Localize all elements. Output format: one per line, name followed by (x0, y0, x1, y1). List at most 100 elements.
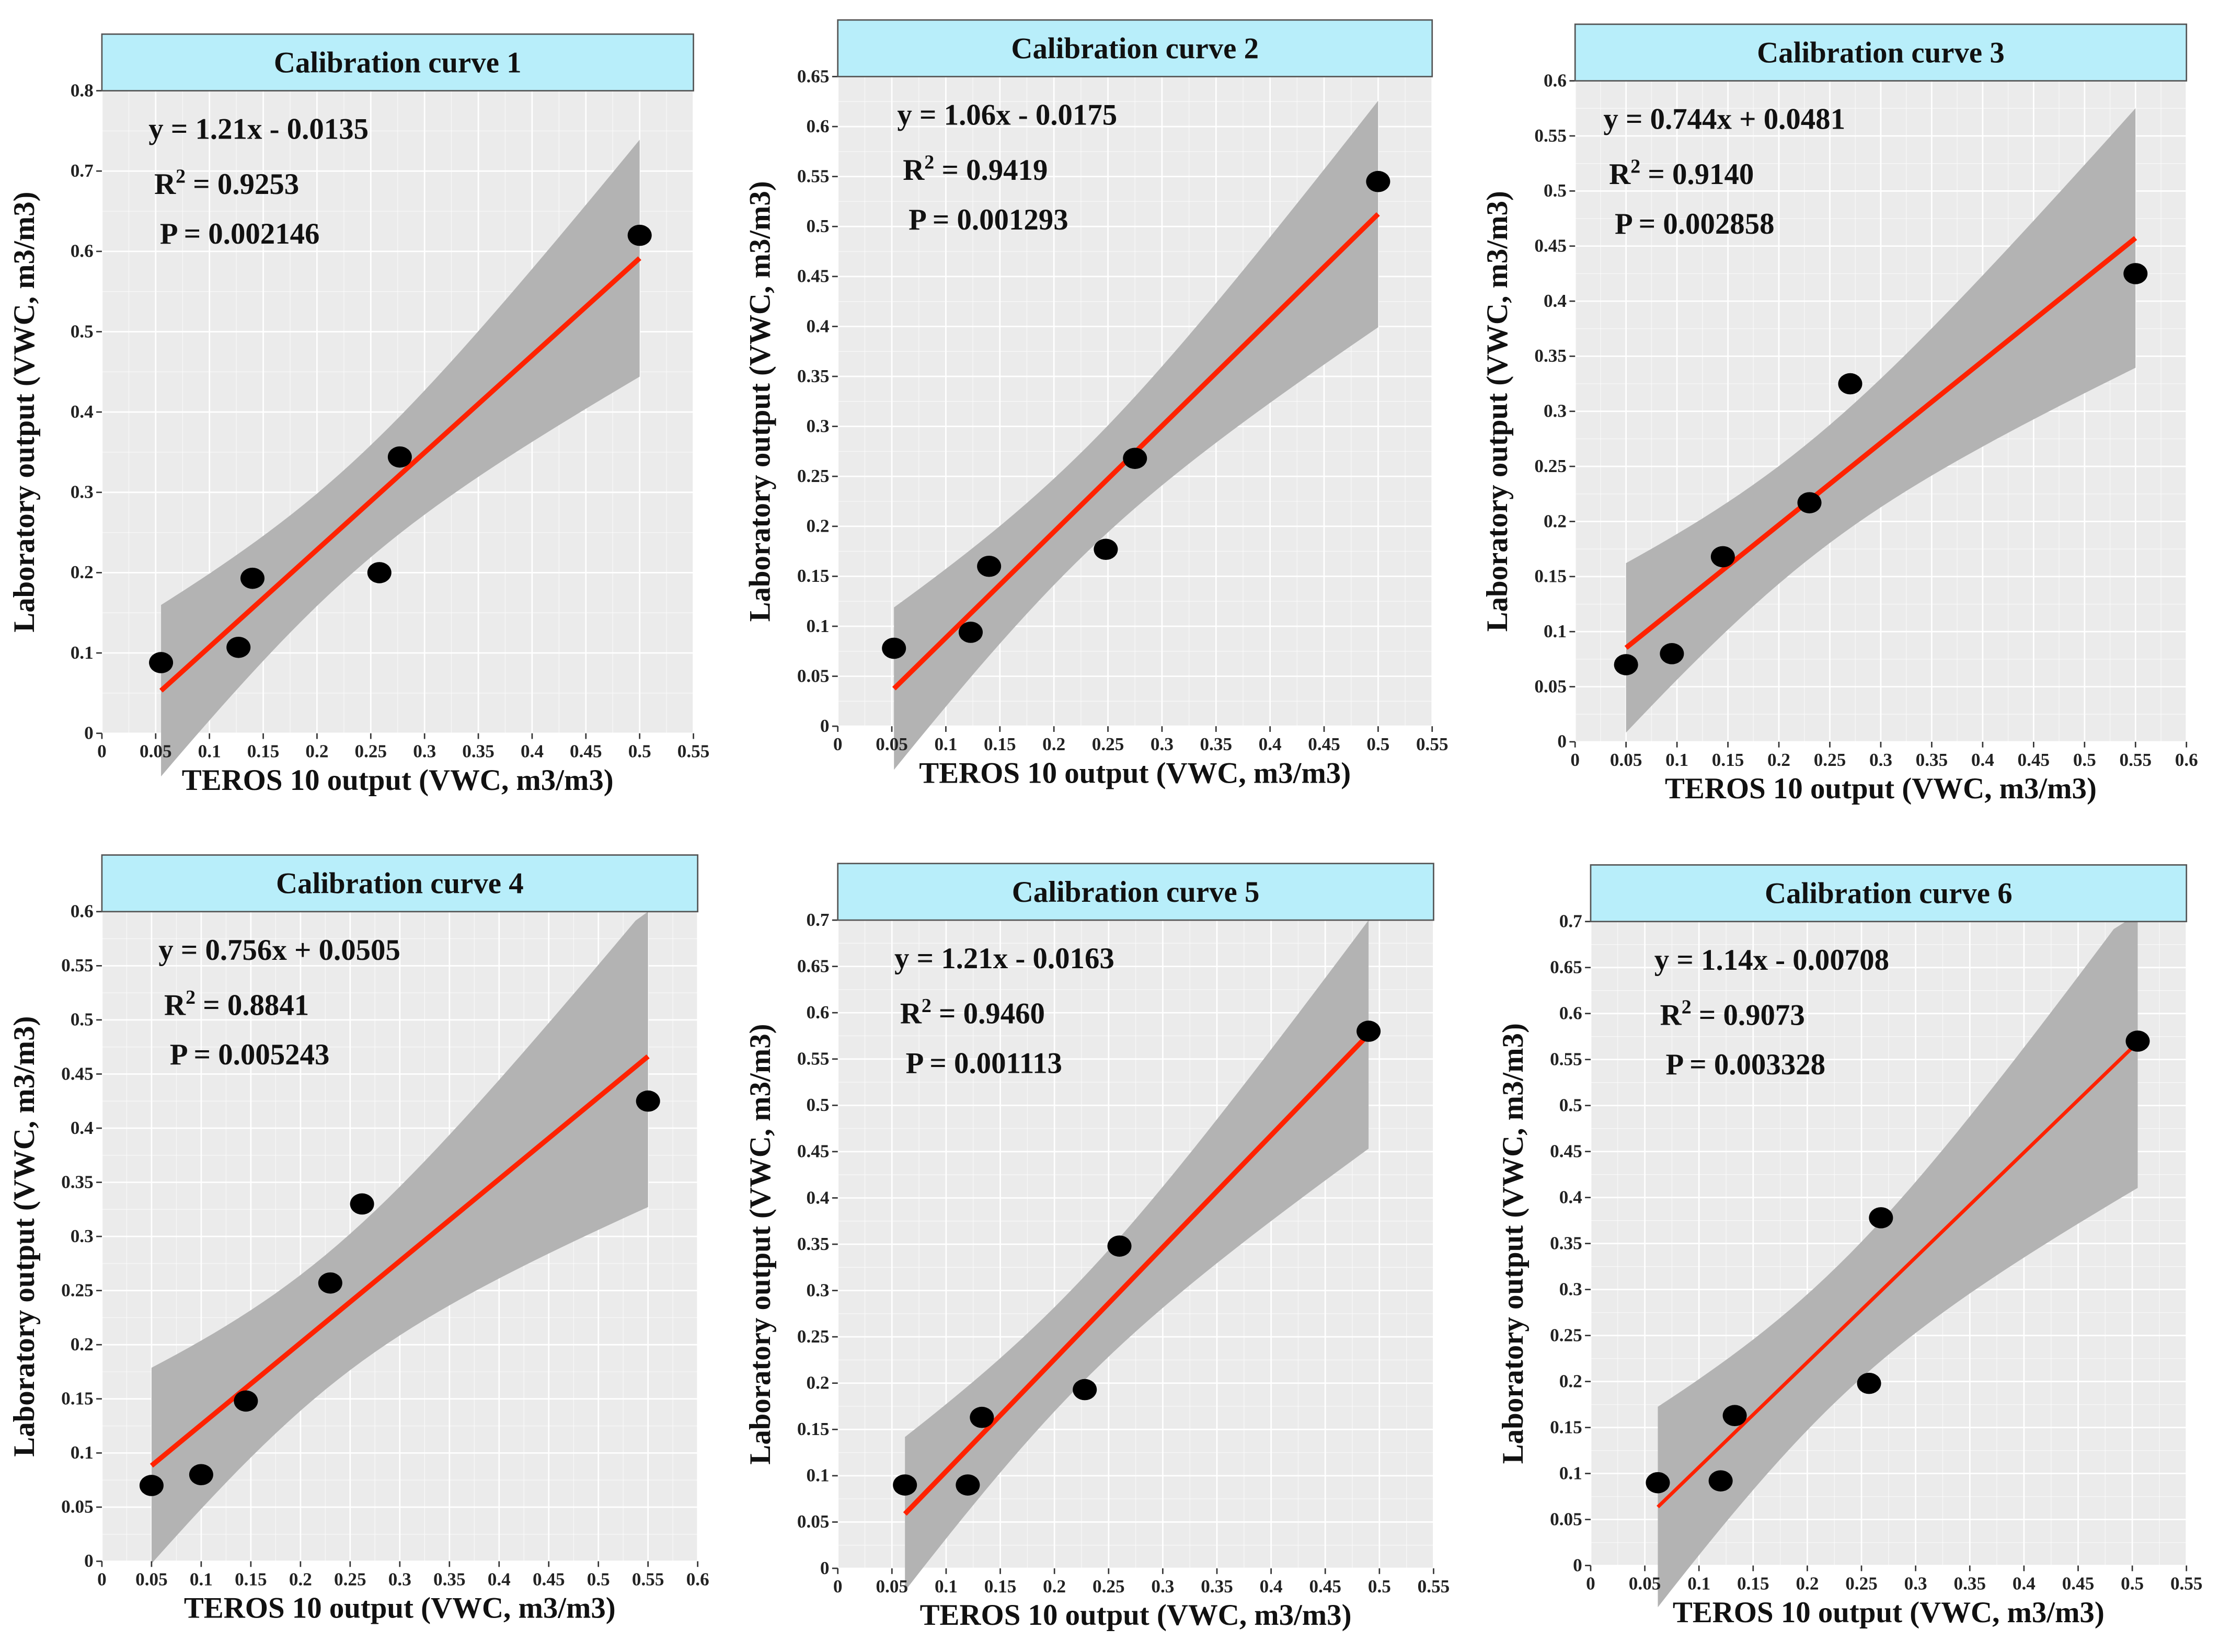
y-tick-label: 0 (84, 723, 94, 743)
chart-panel-1: 0 0.05 0.1 0.15 0.2 0.25 0.3 0.35 0.4 0.45 0.5 0.55… (8, 33, 709, 797)
panel-title: Calibration curve 2 (1011, 32, 1259, 65)
x-axis-label: TEROS 10 output (VWC, m3/m3) (182, 764, 614, 797)
x-tick-label: 0.1 (934, 734, 957, 754)
x-tick-label: 0 (97, 741, 107, 762)
data-point (1838, 373, 1862, 395)
y-tick-label: 0.6 (806, 1002, 829, 1023)
regression-equation: y = 0.756x + 0.0505 (158, 934, 400, 967)
regression-line (150, 1054, 650, 1468)
x-tick-label: 0.35 (462, 741, 495, 762)
x-tick-label: 0.35 (433, 1569, 466, 1589)
x-tick-label: 0.55 (632, 1569, 664, 1589)
data-point (1722, 1405, 1747, 1427)
x-tick-label: 0.4 (488, 1569, 511, 1589)
p-value: P = 0.001113 (906, 1047, 1062, 1080)
y-tick-label: 0.45 (797, 1141, 830, 1162)
x-tick-label: 0.25 (1093, 1576, 1125, 1597)
y-tick-label: 0.5 (1559, 1095, 1582, 1116)
r-squared-symbol: R (903, 154, 925, 187)
y-tick-label: 0.15 (1550, 1417, 1582, 1437)
data-point (189, 1464, 213, 1486)
x-tick-label: 0.45 (570, 741, 602, 762)
r-squared-superscript: 2 (1630, 156, 1640, 178)
x-tick-label: 0.05 (140, 741, 172, 762)
x-tick-label: 0.35 (1916, 750, 1948, 770)
r-squared-symbol: R (1660, 999, 1682, 1031)
y-tick-label: 0.25 (797, 466, 830, 486)
x-tick-label: 0.15 (984, 734, 1016, 754)
x-tick-label: 0.2 (1767, 750, 1790, 770)
x-tick-label: 0.35 (1953, 1574, 1986, 1594)
y-tick-label: 0.4 (1544, 291, 1567, 311)
y-tick-label: 0.15 (61, 1389, 94, 1409)
y-tick-label: 0.5 (806, 216, 829, 236)
x-tick-label: 0.6 (2175, 750, 2198, 770)
data-point (2123, 263, 2148, 284)
y-axis-label: Laboratory output (VWC, m3/m3) (8, 1016, 41, 1457)
x-tick-label: 0.3 (1151, 1576, 1174, 1597)
data-point (882, 637, 906, 659)
y-tick-label: 0.15 (797, 566, 830, 586)
regression-line (903, 1032, 1371, 1516)
y-tick-label: 0.05 (1534, 676, 1567, 696)
y-axis-label: Laboratory output (VWC, m3/m3) (1481, 191, 1514, 632)
data-point (1869, 1207, 1893, 1229)
y-axis-label: Laboratory output (VWC, m3/m3) (744, 181, 777, 622)
x-tick-label: 0.25 (1814, 750, 1846, 770)
y-tick-label: 0.35 (1550, 1233, 1582, 1253)
data-point (1094, 538, 1118, 560)
data-point (1857, 1372, 1881, 1394)
x-tick-label: 0.55 (2170, 1574, 2203, 1594)
y-tick-label: 0.55 (1550, 1049, 1582, 1070)
x-tick-label: 0.05 (876, 1576, 909, 1597)
y-tick-label: 0.15 (797, 1419, 830, 1439)
x-tick-label: 0.2 (1042, 734, 1065, 754)
panel-title-strip (837, 863, 1434, 921)
y-tick-label: 0.55 (797, 1049, 830, 1069)
p-value: P = 0.003328 (1665, 1048, 1825, 1081)
data-point (1356, 1020, 1381, 1042)
x-tick-label: 0.5 (628, 741, 651, 762)
y-tick-label: 0.4 (806, 316, 829, 336)
data-point (234, 1390, 258, 1412)
x-tick-label: 0 (833, 734, 843, 754)
y-tick-label: 0.25 (61, 1280, 94, 1300)
x-axis-label: TEROS 10 output (VWC, m3/m3) (1673, 1596, 2105, 1629)
y-tick-label: 0.15 (1534, 566, 1567, 587)
panel-title-strip (101, 854, 699, 913)
x-tick-label: 0.45 (533, 1569, 565, 1589)
x-tick-label: 0.4 (1971, 750, 1994, 770)
y-axis-label: Laboratory output (VWC, m3/m3) (744, 1024, 777, 1464)
y-tick-label: 0.4 (806, 1187, 829, 1208)
y-tick-label: 0.35 (797, 1234, 830, 1254)
x-tick-label: 0.2 (289, 1569, 312, 1589)
panel-title: Calibration curve 1 (274, 46, 522, 79)
r-squared-value: = 0.9073 (1692, 999, 1805, 1031)
y-tick-label: 0.35 (797, 366, 830, 386)
x-tick-label: 0.3 (1151, 734, 1174, 754)
r-squared-value: = 0.8841 (196, 989, 309, 1022)
x-tick-label: 0.15 (1712, 750, 1744, 770)
panel-title-strip (1574, 23, 2188, 82)
y-tick-label: 0.65 (797, 66, 830, 86)
regression-line (1624, 236, 2137, 650)
regression-equation: y = 1.06x - 0.0175 (897, 99, 1117, 132)
x-tick-label: 0.25 (1845, 1574, 1878, 1594)
data-point (367, 562, 392, 583)
panel-title-strip (837, 19, 1433, 77)
x-tick-label: 0.05 (1610, 750, 1642, 770)
x-tick-label: 0.25 (355, 741, 387, 762)
x-tick-label: 0.15 (1737, 1574, 1769, 1594)
x-tick-label: 0.05 (1629, 1574, 1661, 1594)
y-tick-label: 0.2 (71, 562, 94, 582)
x-axis-label: TEROS 10 output (VWC, m3/m3) (1665, 772, 2097, 805)
data-point (1646, 1472, 1670, 1494)
y-tick-label: 0.1 (806, 1465, 829, 1486)
data-point (1123, 448, 1147, 469)
confidence-band (894, 100, 1378, 770)
data-point (627, 224, 652, 246)
y-tick-label: 0.2 (1559, 1371, 1582, 1391)
p-value: P = 0.002858 (1615, 208, 1775, 240)
x-tick-label: 0.45 (1308, 734, 1340, 754)
r-squared-superscript: 2 (186, 986, 196, 1008)
